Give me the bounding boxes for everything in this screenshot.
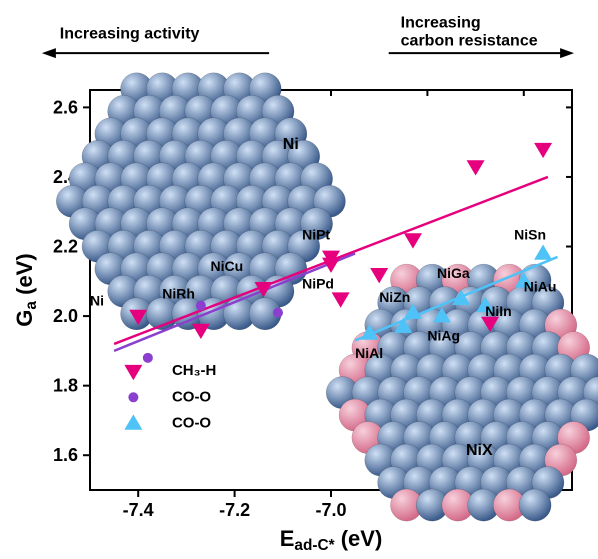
point-label: NiAu — [524, 279, 557, 295]
point-label: NiSn — [514, 227, 546, 243]
annotation-resistance: carbon resistance — [401, 33, 538, 50]
annotation-resistance: Increasing — [401, 15, 481, 32]
point-label: NiIn — [485, 303, 511, 319]
annotation-activity: Increasing activity — [60, 26, 200, 43]
point-label: NiCu — [211, 258, 244, 274]
y-tick-label: 2.0 — [53, 306, 78, 326]
scatter-chart: -7.4-7.2-7.0-6.8-6.61.61.82.02.22.42.6Ea… — [0, 0, 598, 559]
x-tick-label: -7.4 — [123, 500, 154, 520]
x-tick-label: -7.2 — [219, 500, 250, 520]
arrow-right-icon — [560, 48, 574, 58]
arrow-left-icon — [42, 48, 56, 58]
y-axis-label: Ga (eV) — [12, 253, 40, 326]
point-label: NiRh — [162, 286, 195, 302]
inset-label: NiX — [466, 442, 493, 459]
inset-label: Ni — [283, 136, 299, 153]
y-tick-label: 2.6 — [53, 97, 78, 117]
y-tick-label: 2.2 — [53, 237, 78, 257]
chart-frame: -7.4-7.2-7.0-6.8-6.61.61.82.02.22.42.6Ea… — [0, 0, 598, 559]
point-label: NiAg — [427, 327, 460, 343]
y-tick-label: 1.6 — [53, 445, 78, 465]
y-tick-label: 1.8 — [53, 376, 78, 396]
legend-label: CO-O — [172, 388, 211, 405]
x-axis-label: Ead-C* (eV) — [280, 526, 383, 554]
legend-label: CO-O — [172, 414, 211, 431]
legend-label: CH₃-H — [172, 362, 216, 379]
point-label: NiPt — [302, 227, 330, 243]
point-label: NiAl — [355, 345, 383, 361]
point-label: NiZn — [379, 289, 410, 305]
point-label: Ni — [90, 293, 104, 309]
point-label: NiPd — [302, 275, 334, 291]
x-tick-label: -7.0 — [315, 500, 346, 520]
point-label: NiGa — [437, 265, 470, 281]
